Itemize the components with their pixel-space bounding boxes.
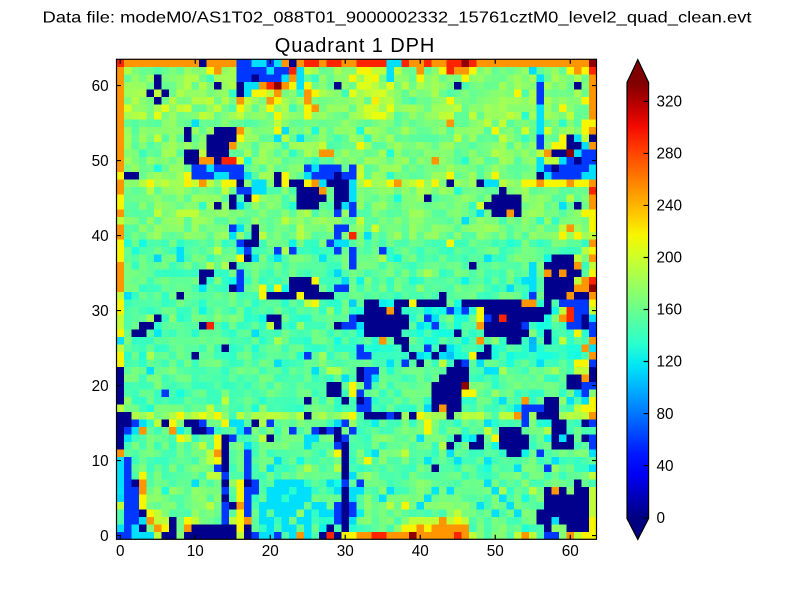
svg-text:30: 30: [92, 303, 109, 320]
svg-text:10: 10: [187, 543, 204, 560]
svg-text:40: 40: [657, 458, 674, 475]
svg-text:0: 0: [100, 528, 109, 545]
svg-text:280: 280: [657, 146, 683, 163]
svg-text:240: 240: [657, 198, 683, 215]
svg-text:40: 40: [92, 228, 109, 245]
svg-text:80: 80: [657, 406, 674, 423]
svg-text:20: 20: [92, 378, 109, 395]
svg-text:50: 50: [92, 153, 109, 170]
svg-text:200: 200: [657, 250, 683, 267]
svg-text:160: 160: [657, 302, 683, 319]
svg-text:30: 30: [337, 543, 354, 560]
svg-text:320: 320: [657, 94, 683, 111]
svg-text:Quadrant 1 DPH: Quadrant 1 DPH: [275, 35, 435, 57]
svg-text:Data file: modeM0/AS1T02_088T0: Data file: modeM0/AS1T02_088T01_90000023…: [43, 9, 753, 26]
svg-text:120: 120: [657, 354, 683, 371]
svg-text:0: 0: [116, 543, 125, 560]
svg-text:20: 20: [262, 543, 279, 560]
svg-text:60: 60: [562, 543, 579, 560]
svg-text:60: 60: [92, 78, 109, 95]
svg-text:50: 50: [487, 543, 504, 560]
svg-text:0: 0: [657, 510, 666, 527]
svg-text:40: 40: [412, 543, 429, 560]
svg-text:10: 10: [92, 453, 109, 470]
